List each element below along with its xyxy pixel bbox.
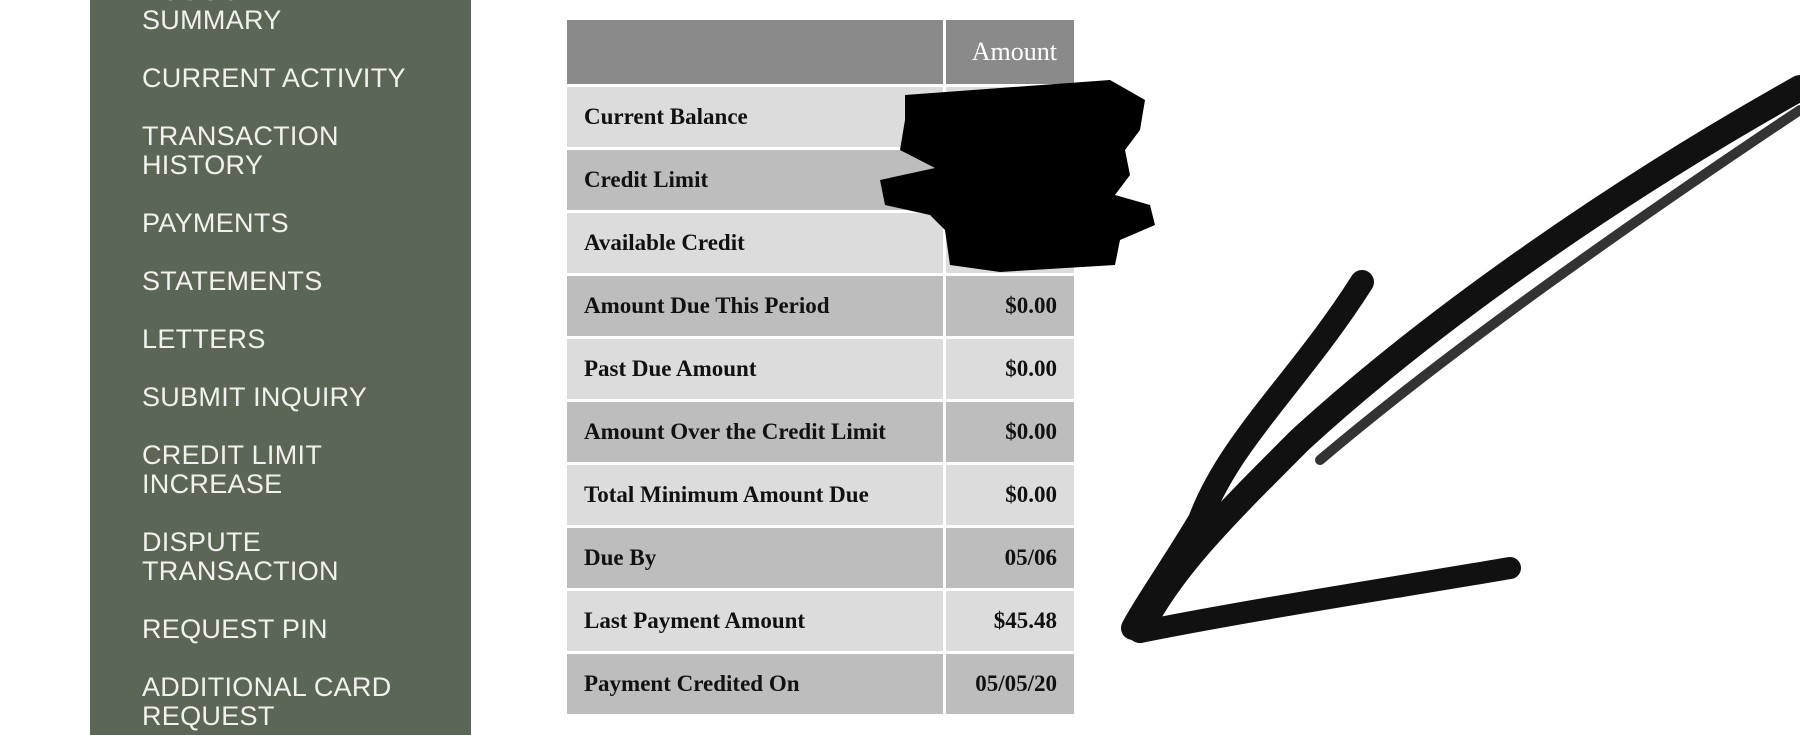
row-label: Available Credit [567, 213, 946, 273]
sidebar-item-submit-inquiry[interactable]: SUBMIT INQUIRY [142, 382, 368, 412]
table-header: Amount [567, 20, 1074, 84]
sidebar-item-payments[interactable]: PAYMENTS [142, 208, 289, 238]
hand-drawn-arrow-icon [1121, 75, 1800, 643]
redacted-value [946, 150, 1074, 210]
table-row: Total Minimum Amount Due $0.00 [567, 465, 1074, 525]
row-label: Total Minimum Amount Due [567, 465, 946, 525]
redacted-value [946, 87, 1074, 147]
table-row: Amount Due This Period $0.00 [567, 276, 1074, 336]
row-label: Amount Over the Credit Limit [567, 402, 946, 462]
account-summary-table: Amount Current Balance Credit Limit Availa… [567, 17, 1074, 717]
row-value: $0.00 [946, 402, 1074, 462]
sidebar-item-statements[interactable]: STATEMENTS [142, 266, 323, 296]
table-row: Available Credit [567, 213, 1074, 273]
sidebar-item-letters[interactable]: LETTERS [142, 324, 266, 354]
table-row: Amount Over the Credit Limit $0.00 [567, 402, 1074, 462]
sidebar-item-credit-limit-increase[interactable]: CREDIT LIMIT INCREASE [142, 440, 323, 499]
row-label: Due By [567, 528, 946, 588]
table-row: Last Payment Amount $45.48 [567, 591, 1074, 651]
table-row: Credit Limit [567, 150, 1074, 210]
row-value: $0.00 [946, 339, 1074, 399]
row-label: Credit Limit [567, 150, 946, 210]
row-value: $45.48 [946, 591, 1074, 651]
header-label [567, 20, 946, 84]
table-row: Past Due Amount $0.00 [567, 339, 1074, 399]
sidebar-item-transaction-history[interactable]: TRANSACTION HISTORY [142, 121, 339, 180]
sidebar-item-account-summary[interactable]: ACCOUNT SUMMARY [142, 0, 282, 35]
redacted-value [946, 213, 1074, 273]
table-row: Due By 05/06 [567, 528, 1074, 588]
sidebar-item-dispute-transaction[interactable]: DISPUTE TRANSACTION [142, 527, 339, 586]
row-value: $0.00 [946, 465, 1074, 525]
row-value: $0.00 [946, 276, 1074, 336]
table-row: Current Balance [567, 87, 1074, 147]
row-label: Current Balance [567, 87, 946, 147]
sidebar-item-additional-card-request[interactable]: ADDITIONAL CARD REQUEST [142, 672, 392, 731]
table-row: Payment Credited On 05/05/20 [567, 654, 1074, 714]
sidebar-nav: ACCOUNT SUMMARY CURRENT ACTIVITY TRANSACTI… [90, 0, 471, 735]
row-label: Last Payment Amount [567, 591, 946, 651]
header-amount: Amount [946, 20, 1074, 84]
sidebar-item-request-pin[interactable]: REQUEST PIN [142, 614, 328, 644]
row-value: 05/05/20 [946, 654, 1074, 714]
sidebar-item-current-activity[interactable]: CURRENT ACTIVITY [142, 63, 406, 93]
row-label: Payment Credited On [567, 654, 946, 714]
row-label: Amount Due This Period [567, 276, 946, 336]
row-value: 05/06 [946, 528, 1074, 588]
row-label: Past Due Amount [567, 339, 946, 399]
